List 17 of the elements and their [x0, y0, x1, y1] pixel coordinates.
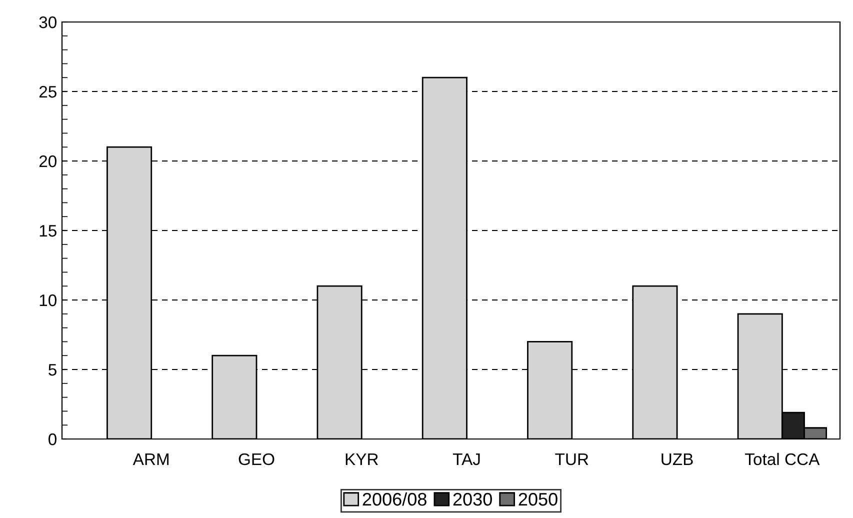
x-tick-label: TUR	[555, 454, 588, 466]
x-tick-label: TAJ	[452, 454, 480, 466]
y-tick-label: 30	[39, 16, 56, 28]
x-tick-label: ARM	[132, 454, 169, 465]
x-tick-label: UZB	[662, 454, 693, 466]
y-tick-label: 0	[48, 433, 56, 446]
legend-label: 2006/08	[362, 492, 426, 506]
y-tick-label: 15	[40, 225, 56, 237]
legend-label: 2050	[518, 492, 558, 506]
x-tick-label: KYR	[346, 454, 378, 465]
x-tick-label: GEO	[238, 453, 274, 466]
y-tick-label: 10	[40, 294, 56, 306]
x-tick-label: Total CCA	[745, 452, 820, 466]
y-tick-label: 20	[39, 155, 56, 168]
y-tick-label: 25	[39, 86, 56, 98]
legend-label: 2030	[453, 492, 492, 506]
y-tick-label: 5	[48, 364, 56, 376]
